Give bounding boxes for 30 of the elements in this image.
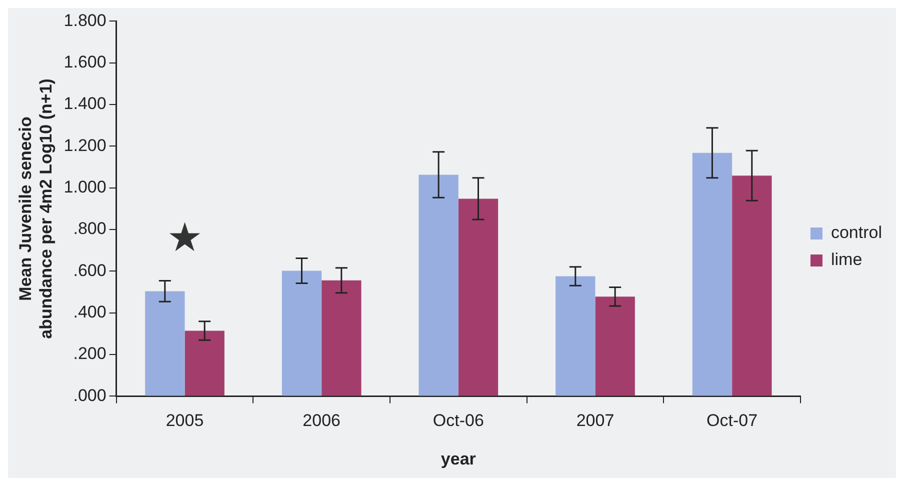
- bar: [692, 152, 732, 396]
- annotation: ★: [166, 215, 203, 262]
- legend-label: lime: [830, 250, 862, 270]
- x-tick-label: Oct-07: [706, 411, 758, 430]
- x-tick-label: 2005: [166, 411, 204, 430]
- y-tick-label: 1.200: [64, 136, 106, 155]
- bar: [458, 198, 498, 396]
- bar: [732, 176, 772, 396]
- y-tick-label: .600: [73, 260, 106, 280]
- bar: [556, 276, 596, 396]
- y-tick-label: .000: [73, 386, 106, 405]
- y-tick-label: 1.400: [64, 94, 106, 114]
- y-tick-label: .800: [73, 219, 106, 238]
- bar: [145, 291, 185, 396]
- bar: [282, 270, 322, 396]
- y-tick-label: 1.600: [64, 52, 106, 72]
- y-tick-label: 1.800: [64, 10, 106, 30]
- bar: [322, 280, 362, 396]
- legend-label: control: [830, 223, 882, 242]
- bar: [418, 174, 458, 396]
- x-tick-label: 2006: [302, 411, 340, 430]
- bar: [595, 296, 635, 396]
- x-tick-label: Oct-06: [432, 411, 484, 430]
- y-axis-title: Mean Juvenile senecio abundance per 4m2 Log10 (n+1): [16, 78, 56, 339]
- x-tick-label: 2007: [576, 411, 614, 430]
- y-tick-label: .400: [73, 302, 106, 322]
- x-axis-title: year: [440, 449, 476, 468]
- y-tick-label: 1.000: [64, 178, 106, 197]
- bar: [184, 330, 224, 396]
- y-tick-label: .200: [73, 344, 106, 364]
